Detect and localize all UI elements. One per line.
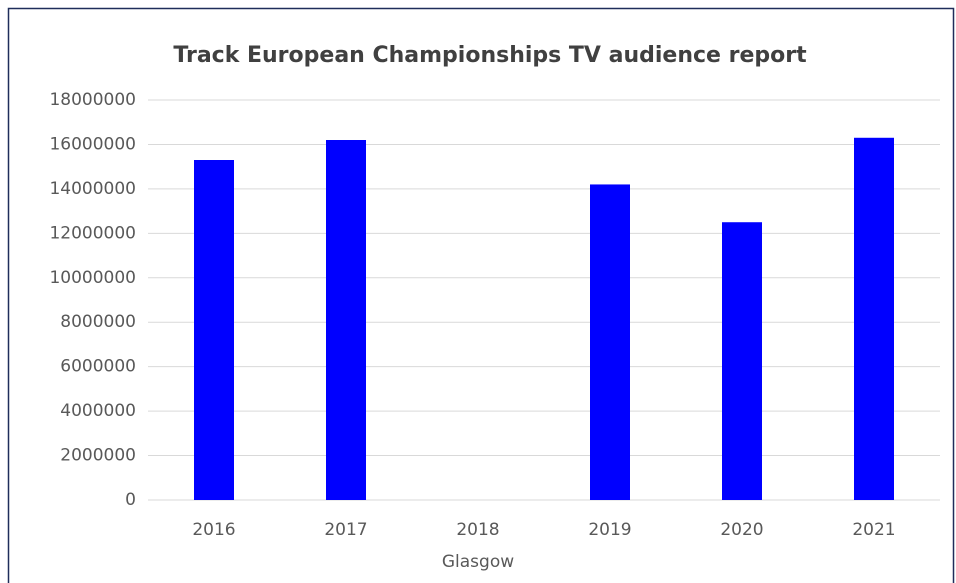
y-tick-label: 0	[125, 490, 136, 510]
y-tick-label: 14000000	[49, 179, 136, 199]
y-tick-label: 12000000	[49, 223, 136, 243]
chart-title: Track European Championships TV audience…	[173, 43, 807, 68]
y-tick-label: 8000000	[60, 312, 136, 332]
y-tick-label: 4000000	[60, 401, 136, 421]
y-tick-label: 18000000	[49, 90, 136, 110]
bar	[194, 160, 234, 500]
chart-border	[7, 7, 955, 583]
y-tick-label: 16000000	[49, 134, 136, 154]
x-tick-label: 2017	[324, 520, 367, 540]
bar	[590, 184, 630, 500]
x-tick-label: 2016	[192, 520, 235, 540]
x-tick-label: 2018	[456, 520, 499, 540]
bar	[722, 222, 762, 500]
y-tick-label: 10000000	[49, 268, 136, 288]
y-tick-label: 6000000	[60, 357, 136, 377]
category-note: Glasgow	[442, 552, 514, 572]
bar	[854, 137, 894, 500]
x-tick-label: 2021	[852, 520, 895, 540]
bar	[326, 140, 366, 500]
x-tick-label: 2020	[720, 520, 763, 540]
y-tick-label: 2000000	[60, 446, 136, 466]
x-tick-label: 2019	[588, 520, 631, 540]
